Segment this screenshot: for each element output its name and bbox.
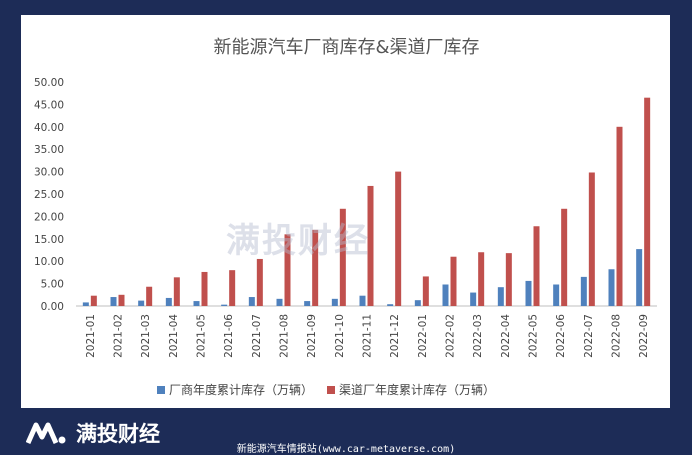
chart-legend: 厂商年度累计库存（万辆） 渠道厂年度累计库存（万辆） [157,381,509,398]
bar-channel-inventory [588,172,595,306]
x-tick-label: 2022-09 [638,314,650,358]
bar-channel-inventory [616,126,623,306]
bar-manufacturer-inventory [497,287,504,306]
footer-brand-name: 满投财经 [76,422,160,446]
x-tick-label: 2021-07 [251,314,263,358]
bar-channel-inventory [256,258,263,306]
bar-manufacturer-inventory [387,304,394,306]
bar-channel-inventory [201,271,208,306]
bar-manufacturer-inventory [110,297,117,306]
x-tick-label: 2021-04 [168,314,180,358]
x-tick-label: 2021-02 [113,314,125,358]
y-tick-label: 30.00 [34,167,64,179]
bar-channel-inventory [644,97,651,307]
watermark-text: 满投财经 [226,221,370,261]
x-tick-label: 2022-02 [445,314,457,358]
bar-manufacturer-inventory [525,280,532,306]
x-tick-label: 2022-03 [472,314,484,358]
bar-manufacturer-inventory [138,300,145,306]
x-tick-label: 2022-05 [528,314,540,358]
watermark: 满投财经 [226,213,370,262]
y-tick-label: 40.00 [34,122,64,134]
y-tick-label: 50.00 [34,77,64,89]
bar-manufacturer-inventory [193,301,200,306]
y-tick-label: 15.00 [34,234,64,246]
x-tick-label: 2021-06 [223,314,235,358]
bar-channel-inventory [505,253,512,306]
bar-manufacturer-inventory [165,297,172,306]
bar-channel-inventory [312,229,319,306]
footer-source: 新能源汽车情报站(www.car-metaverse.com) [236,444,456,455]
bar-manufacturer-inventory [221,304,228,306]
bar-manufacturer-inventory [414,300,421,306]
y-tick-label: 5.00 [41,279,64,291]
y-tick-label: 0.00 [41,301,64,313]
chart-card: 新能源汽车厂商库存&渠道厂库存 0.00 5.00 10.00 15.00 20.00 25… [21,15,670,408]
x-tick-label: 2021-11 [362,314,374,358]
x-tick-label: 2021-08 [279,314,291,358]
bar-manufacturer-inventory [553,284,560,306]
bar-channel-inventory [229,270,236,306]
bar-manufacturer-inventory [580,276,587,306]
y-tick-label: 35.00 [34,144,64,156]
legend-item: 厂商年度累计库存（万辆） [157,381,313,398]
bar-channel-inventory [422,276,429,306]
bar-channel-inventory [450,256,457,306]
bar-channel-inventory [118,294,125,306]
x-tick-label: 2021-12 [389,314,401,358]
bar-channel-inventory [284,234,291,306]
bar-manufacturer-inventory [331,298,338,306]
bar-channel-inventory [478,252,485,306]
x-tick-label: 2021-05 [196,314,208,358]
x-tick-label: 2022-08 [611,314,623,358]
bar-chart: 新能源汽车厂商库存&渠道厂库存 0.00 5.00 10.00 15.00 20.00 25… [34,37,657,358]
x-tick-label: 2021-01 [85,314,97,358]
chart-title: 新能源汽车厂商库存&渠道厂库存 [213,37,479,58]
footer-logo: 满投财经 [26,418,160,448]
bar-manufacturer-inventory [359,295,366,306]
bar-manufacturer-inventory [636,249,643,306]
y-tick-label: 10.00 [34,256,64,268]
y-tick-label: 25.00 [34,189,64,201]
legend-swatch [157,385,165,394]
bar-channel-inventory [90,295,97,306]
bar-channel-inventory [173,277,180,306]
bar-channel-inventory [561,208,568,306]
legend-item: 渠道厂年度累计库存（万辆） [327,381,495,398]
bar-channel-inventory [146,286,153,306]
x-tick-label: 2021-10 [334,314,346,358]
x-tick-label: 2022-04 [500,314,512,358]
bar-channel-inventory [395,171,402,306]
bar-channel-inventory [339,208,346,306]
bar-channel-inventory [533,226,540,306]
bar-manufacturer-inventory [304,301,311,306]
bar-manufacturer-inventory [442,284,449,306]
legend-swatch [327,385,336,394]
x-tick-label: 2021-09 [306,314,318,358]
x-tick-label: 2022-01 [417,314,429,358]
x-tick-label: 2022-07 [583,314,595,358]
bar-manufacturer-inventory [276,298,283,306]
y-tick-label: 45.00 [34,99,64,111]
bar-channel-inventory [367,185,374,306]
x-tick-label: 2021-03 [140,314,152,358]
bar-manufacturer-inventory [608,269,615,306]
y-tick-label: 20.00 [34,211,64,223]
legend-label: 渠道厂年度累计库存（万辆） [339,383,496,397]
legend-label: 厂商年度累计库存（万辆） [169,383,314,397]
brand-logo-icon [26,422,66,445]
bar-manufacturer-inventory [470,292,477,306]
x-tick-label: 2022-06 [555,314,567,358]
bar-manufacturer-inventory [82,302,89,306]
bar-manufacturer-inventory [248,297,255,306]
